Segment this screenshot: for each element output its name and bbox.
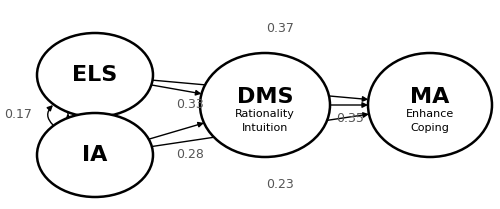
Ellipse shape bbox=[37, 33, 153, 117]
Text: DMS: DMS bbox=[237, 87, 293, 107]
FancyArrowPatch shape bbox=[330, 103, 366, 107]
Text: 0.23: 0.23 bbox=[266, 178, 294, 191]
Text: 0.17: 0.17 bbox=[4, 108, 32, 121]
Text: 0.35: 0.35 bbox=[336, 111, 364, 125]
FancyArrowPatch shape bbox=[47, 106, 53, 125]
FancyArrowPatch shape bbox=[152, 80, 367, 101]
Text: IA: IA bbox=[82, 145, 108, 165]
Ellipse shape bbox=[368, 53, 492, 157]
Text: 0.37: 0.37 bbox=[266, 22, 294, 34]
Text: 0.33: 0.33 bbox=[176, 98, 204, 111]
FancyArrowPatch shape bbox=[152, 113, 368, 147]
Text: ELS: ELS bbox=[72, 65, 118, 85]
FancyArrowPatch shape bbox=[65, 109, 71, 120]
FancyArrowPatch shape bbox=[148, 122, 203, 139]
Text: Rationality
Intuition: Rationality Intuition bbox=[235, 109, 295, 133]
Text: 0.28: 0.28 bbox=[176, 149, 204, 162]
FancyArrowPatch shape bbox=[152, 85, 200, 95]
Ellipse shape bbox=[37, 113, 153, 197]
Text: MA: MA bbox=[410, 87, 450, 107]
Ellipse shape bbox=[200, 53, 330, 157]
Text: Enhance
Coping: Enhance Coping bbox=[406, 109, 454, 133]
